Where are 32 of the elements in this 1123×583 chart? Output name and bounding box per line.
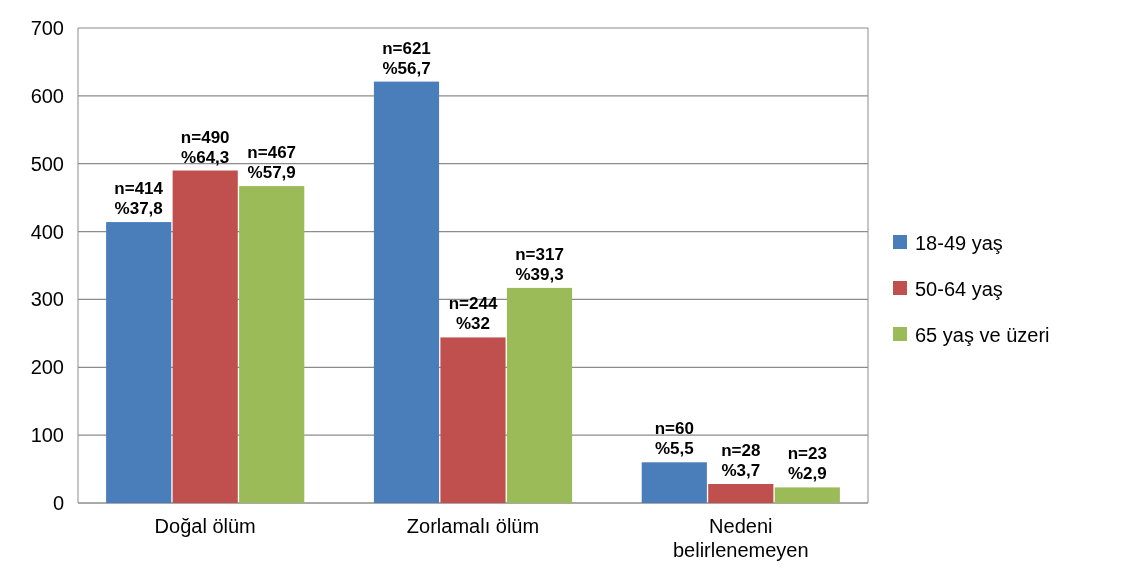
x-tick-label: Zorlamalı ölüm <box>406 515 540 537</box>
y-tick-label: 100 <box>30 424 64 447</box>
legend-label: 50-64 yaş <box>915 278 1003 300</box>
data-label: n=60 %5,5 <box>654 419 694 459</box>
data-label: n=317 %39,3 <box>515 244 564 284</box>
bar <box>774 487 840 503</box>
bar <box>172 170 238 503</box>
data-label: n=414 %37,8 <box>114 179 164 219</box>
data-label: n=23 %2,9 <box>787 444 827 484</box>
y-tick-label: 500 <box>30 152 64 175</box>
y-tick-label: 200 <box>30 356 64 379</box>
data-label: n=490 %64,3 <box>180 127 230 167</box>
y-tick-label: 700 <box>30 17 64 39</box>
legend-label: 18-49 yaş <box>915 232 1003 254</box>
y-tick-label: 300 <box>30 288 64 311</box>
bar <box>106 222 172 503</box>
x-tick-label: Doğal ölüm <box>154 515 256 537</box>
bar <box>373 81 440 503</box>
bar <box>641 462 707 503</box>
bar <box>239 186 305 503</box>
bar <box>440 337 506 503</box>
bar <box>506 287 573 503</box>
x-tick-label: Nedeni belirlenemeyen <box>672 515 809 561</box>
bar <box>708 484 774 503</box>
data-label: n=244 %32 <box>448 294 498 334</box>
y-tick-label: 400 <box>30 220 64 243</box>
legend-label: 65 yaş ve üzeri <box>915 324 1050 346</box>
data-label: n=467 %57,9 <box>247 143 297 183</box>
y-tick-label: 0 <box>52 492 64 514</box>
y-tick-label: 600 <box>30 84 64 107</box>
data-label: n=28 %3,7 <box>721 441 761 480</box>
data-label: n=621 %56,7 <box>382 38 431 78</box>
